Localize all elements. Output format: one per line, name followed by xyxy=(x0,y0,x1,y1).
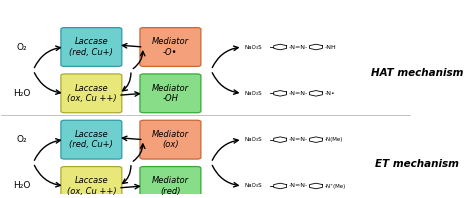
Text: -N•: -N• xyxy=(325,91,336,96)
Text: O₂: O₂ xyxy=(16,135,27,144)
Text: -NH: -NH xyxy=(325,45,337,50)
Text: NaO₃S: NaO₃S xyxy=(245,91,263,96)
FancyBboxPatch shape xyxy=(61,120,122,159)
Text: Mediator
(red): Mediator (red) xyxy=(152,176,189,196)
Text: Mediator
-OH: Mediator -OH xyxy=(152,84,189,103)
Text: Laccase
(red, Cu+): Laccase (red, Cu+) xyxy=(69,37,113,57)
Text: Laccase
(red, Cu+): Laccase (red, Cu+) xyxy=(69,130,113,149)
Text: -N=N-: -N=N- xyxy=(289,184,308,188)
Text: H₂O: H₂O xyxy=(13,89,30,98)
FancyBboxPatch shape xyxy=(61,28,122,66)
Text: Laccase
(ox, Cu ++): Laccase (ox, Cu ++) xyxy=(66,84,116,103)
FancyBboxPatch shape xyxy=(140,74,201,113)
FancyBboxPatch shape xyxy=(140,167,201,198)
Text: Mediator
-O•: Mediator -O• xyxy=(152,37,189,57)
Text: Laccase
(ox, Cu ++): Laccase (ox, Cu ++) xyxy=(66,176,116,196)
FancyBboxPatch shape xyxy=(140,28,201,66)
FancyBboxPatch shape xyxy=(61,167,122,198)
Text: -N=N-: -N=N- xyxy=(289,137,308,142)
Text: H₂O: H₂O xyxy=(13,182,30,190)
Text: -N=N-: -N=N- xyxy=(289,91,308,96)
Text: ET mechanism: ET mechanism xyxy=(375,159,459,169)
Text: -N⁺(Me): -N⁺(Me) xyxy=(325,183,346,188)
Text: Mediator
(ox): Mediator (ox) xyxy=(152,130,189,149)
Text: -N=N-: -N=N- xyxy=(289,45,308,50)
Text: -N(Me): -N(Me) xyxy=(325,137,343,142)
Text: NaO₃S: NaO₃S xyxy=(245,137,263,142)
Text: NaO₃S: NaO₃S xyxy=(245,45,263,50)
FancyBboxPatch shape xyxy=(140,120,201,159)
FancyBboxPatch shape xyxy=(61,74,122,113)
Text: HAT mechanism: HAT mechanism xyxy=(371,68,463,78)
Text: NaO₃S: NaO₃S xyxy=(245,184,263,188)
Text: O₂: O₂ xyxy=(16,43,27,51)
